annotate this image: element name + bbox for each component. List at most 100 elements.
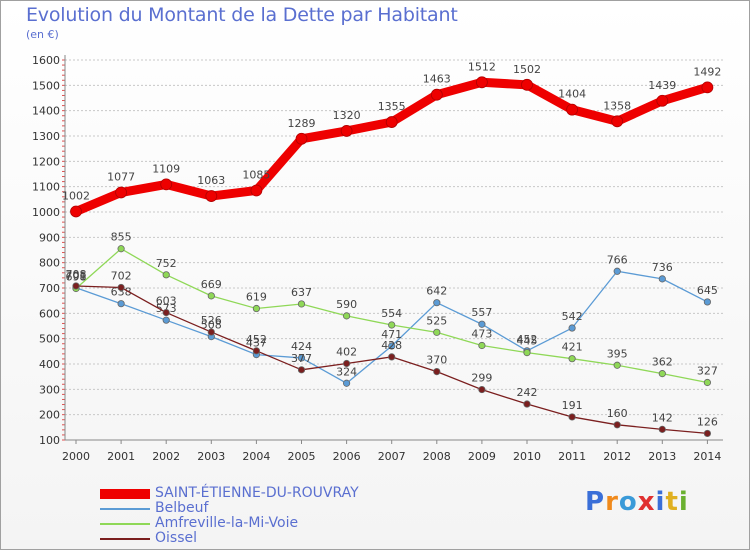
data-point	[701, 81, 714, 94]
data-point	[160, 178, 173, 191]
x-tick-label: 2001	[107, 450, 135, 463]
data-point	[342, 359, 351, 368]
legend-label: SAINT-ÉTIENNE-DU-ROUVRAY	[155, 485, 359, 501]
data-label: 1063	[197, 174, 225, 187]
data-point	[162, 271, 170, 279]
data-label: 452	[517, 333, 538, 346]
data-label: 1085	[242, 168, 270, 181]
data-label: 437	[246, 337, 267, 350]
x-tick-label: 2009	[468, 450, 496, 463]
y-tick-label: 400	[39, 358, 60, 371]
data-point	[658, 425, 666, 433]
data-label: 1002	[62, 189, 90, 202]
data-point	[658, 370, 666, 378]
data-point	[566, 103, 578, 116]
proxiti-logo: Proxiti	[585, 487, 689, 517]
data-point	[521, 78, 533, 91]
legend-label: Amfreville-la-Mi-Voie	[155, 515, 299, 531]
x-tick-label: 2005	[288, 450, 316, 463]
x-tick-label: 2010	[513, 450, 541, 463]
data-point	[205, 190, 218, 202]
data-point	[342, 379, 351, 387]
data-point	[385, 116, 398, 128]
data-point	[117, 245, 125, 253]
data-label: 473	[471, 328, 492, 341]
data-point	[207, 328, 215, 336]
data-point	[297, 366, 306, 374]
data-point	[433, 367, 441, 376]
logo-letter: t	[665, 487, 679, 517]
data-label: 766	[607, 253, 628, 266]
data-label: 642	[426, 285, 447, 298]
data-point	[297, 354, 306, 362]
data-label: 421	[562, 341, 583, 354]
data-point	[388, 321, 396, 329]
data-point	[658, 275, 666, 283]
data-point	[656, 94, 669, 107]
data-point	[568, 355, 576, 363]
data-label: 590	[336, 298, 357, 311]
data-label: 573	[156, 302, 177, 315]
data-point	[703, 298, 712, 306]
y-tick-label: 1000	[32, 206, 60, 219]
data-label: 1463	[423, 73, 451, 86]
x-tick-label: 2004	[242, 450, 270, 463]
data-point	[568, 324, 576, 332]
data-label: 1320	[333, 109, 361, 122]
y-tick-label: 1400	[32, 105, 60, 118]
data-point	[611, 115, 624, 128]
data-label: 554	[381, 307, 402, 320]
data-label: 1439	[648, 79, 676, 92]
data-point	[388, 342, 396, 350]
data-label: 855	[111, 231, 132, 244]
data-label: 395	[607, 347, 628, 360]
data-label: 126	[697, 415, 718, 428]
data-point	[478, 341, 486, 350]
x-tick-label: 2012	[603, 450, 631, 463]
x-tick-label: 2002	[152, 450, 180, 463]
data-point	[388, 353, 396, 361]
data-label: 637	[291, 286, 312, 299]
data-point	[207, 292, 215, 300]
data-point	[252, 347, 260, 355]
data-point	[613, 361, 621, 369]
data-label: 445	[517, 335, 538, 348]
data-label: 557	[471, 306, 492, 319]
logo-letter: o	[618, 487, 638, 517]
data-label: 1492	[693, 65, 721, 78]
data-label: 638	[111, 286, 132, 299]
data-label: 1512	[468, 60, 496, 73]
data-label: 542	[562, 310, 583, 323]
data-label: 1289	[288, 117, 316, 130]
logo-letter: P	[585, 487, 606, 517]
data-label: 1109	[152, 162, 180, 175]
data-label: 708	[66, 268, 87, 281]
x-tick-label: 2006	[333, 450, 361, 463]
data-label: 702	[111, 269, 132, 282]
y-tick-label: 800	[39, 257, 60, 270]
data-label: 736	[652, 261, 673, 274]
y-tick-label: 300	[39, 383, 60, 396]
data-label: 370	[426, 354, 447, 367]
data-label: 471	[381, 328, 402, 341]
y-tick-label: 1500	[32, 79, 60, 92]
data-point	[72, 282, 80, 290]
data-label: 452	[246, 333, 267, 346]
data-label: 1077	[107, 170, 135, 183]
chart-title: Evolution du Montant de la Dette par Hab…	[26, 4, 458, 26]
y-tick-label: 1300	[32, 130, 60, 143]
data-label: 603	[156, 295, 177, 308]
y-tick-label: 100	[39, 434, 60, 447]
data-point	[115, 186, 127, 199]
x-tick-label: 2007	[378, 450, 406, 463]
data-label: 299	[471, 372, 492, 385]
data-label: 1355	[378, 100, 406, 113]
y-tick-label: 200	[39, 409, 60, 422]
data-point	[523, 400, 531, 408]
data-point	[568, 413, 576, 421]
data-label: 428	[381, 339, 402, 352]
data-label: 619	[246, 291, 267, 304]
data-point	[117, 300, 125, 308]
